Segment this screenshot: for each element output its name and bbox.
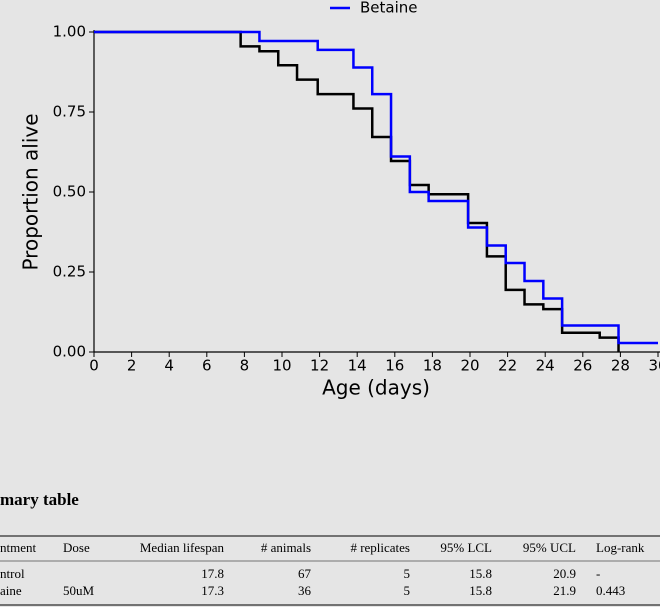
table-cell: 67 xyxy=(298,566,312,581)
table-header: Dose xyxy=(63,540,90,555)
table-cell: 20.9 xyxy=(553,566,576,581)
table-cell: 50uM xyxy=(63,583,95,598)
table-cell: ntrol xyxy=(0,566,25,581)
table-cell: 21.9 xyxy=(553,583,576,598)
x-tick-label: 8 xyxy=(240,357,250,375)
y-tick-label: 0.75 xyxy=(53,103,86,121)
x-tick-label: 18 xyxy=(423,357,442,375)
table-cell: aine xyxy=(0,583,22,598)
x-tick-label: 4 xyxy=(164,357,174,375)
table-cell: 0.443 xyxy=(596,583,625,598)
x-tick-label: 12 xyxy=(310,357,329,375)
table-cell: 17.8 xyxy=(201,566,224,581)
table-cell: 15.8 xyxy=(469,583,492,598)
x-tick-label: 30 xyxy=(648,357,660,375)
table-cell: 36 xyxy=(298,583,312,598)
table-cell: 17.3 xyxy=(201,583,224,598)
x-tick-label: 26 xyxy=(573,357,592,375)
legend-label: Betaine xyxy=(360,0,418,17)
table-header: ntment xyxy=(0,540,36,555)
table-cell: 5 xyxy=(404,583,411,598)
y-tick-label: 0.50 xyxy=(53,183,86,201)
table-header: Log-rank xyxy=(596,540,645,555)
x-tick-label: 28 xyxy=(611,357,630,375)
x-tick-label: 10 xyxy=(272,357,291,375)
x-tick-label: 6 xyxy=(202,357,212,375)
y-tick-label: 0.00 xyxy=(53,343,86,361)
table-header: Median lifespan xyxy=(140,540,225,555)
x-axis-label: Age (days) xyxy=(322,376,430,400)
x-tick-label: 24 xyxy=(536,357,555,375)
table-cell: 15.8 xyxy=(469,566,492,581)
survival-line xyxy=(94,30,658,345)
table-cell: 5 xyxy=(404,566,411,581)
x-tick-label: 14 xyxy=(348,357,367,375)
table-title: mary table xyxy=(0,490,79,509)
x-tick-label: 20 xyxy=(460,357,479,375)
x-tick-label: 16 xyxy=(385,357,404,375)
y-axis-label: Proportion alive xyxy=(19,113,43,270)
table-header: 95% UCL xyxy=(523,540,576,555)
table-cell: - xyxy=(596,566,600,581)
x-tick-label: 22 xyxy=(498,357,517,375)
y-tick-label: 1.00 xyxy=(53,23,86,41)
table-header: # animals xyxy=(261,540,311,555)
x-tick-label: 2 xyxy=(127,357,137,375)
y-tick-label: 0.25 xyxy=(53,263,86,281)
table-header: # replicates xyxy=(350,540,410,555)
table-header: 95% LCL xyxy=(440,540,492,555)
x-tick-label: 0 xyxy=(89,357,99,375)
